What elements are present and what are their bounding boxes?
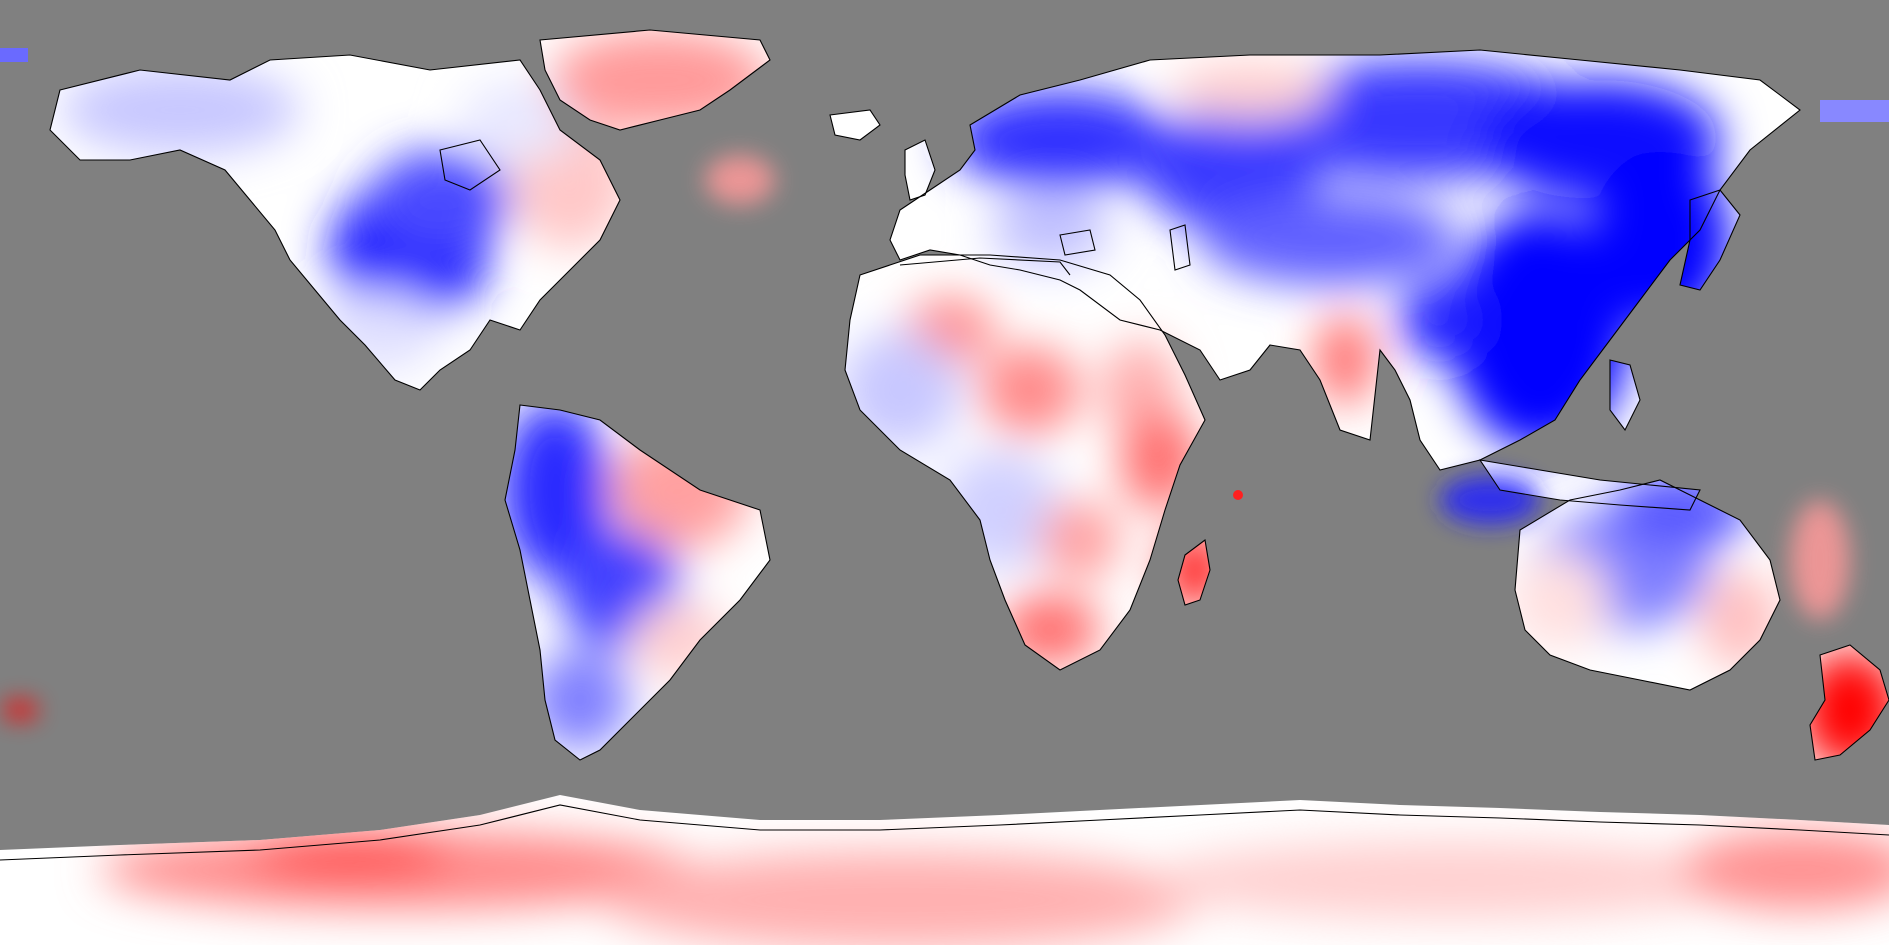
island-anomaly-dot (1233, 490, 1243, 500)
edge-anomaly-patch (0, 48, 28, 62)
edge-anomaly-patch-east (1820, 100, 1889, 122)
